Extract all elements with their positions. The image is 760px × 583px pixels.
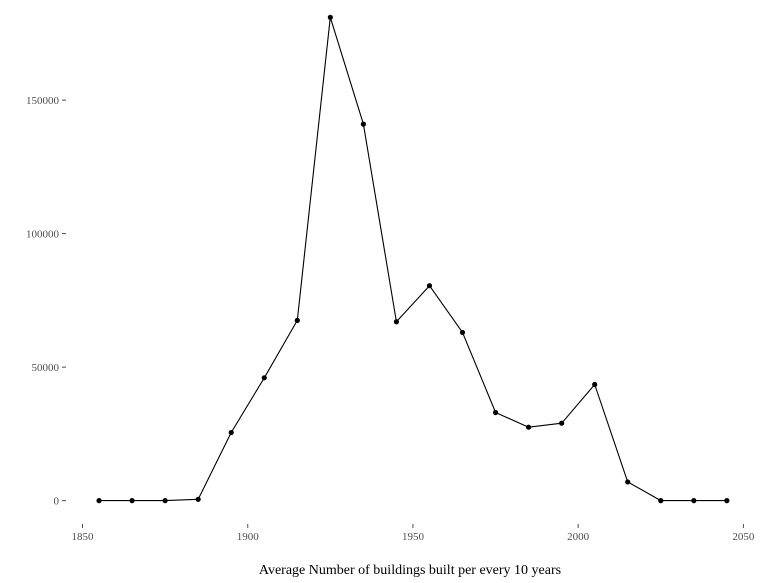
data-point [658, 498, 664, 504]
y-tick-label: 150000 [26, 95, 60, 107]
x-axis-title: Average Number of buildings built per ev… [259, 563, 561, 578]
x-tick-label: 1900 [237, 531, 260, 543]
data-point [724, 498, 730, 504]
data-point [459, 329, 466, 336]
y-tick-label: 100000 [26, 229, 60, 241]
data-point [96, 498, 102, 504]
x-axis: 1850 1900 1950 2000 2050 [72, 524, 755, 543]
data-point [492, 409, 499, 416]
series-layer [96, 14, 730, 504]
data-point [327, 14, 333, 20]
data-point [228, 429, 234, 436]
data-point [426, 283, 433, 289]
x-tick-label: 1850 [72, 531, 95, 543]
data-point [691, 498, 697, 504]
x-tick-label: 1950 [402, 531, 425, 543]
data-point [162, 498, 168, 504]
data-point [195, 496, 201, 502]
data-point [360, 121, 366, 127]
y-tick-label: 0 [54, 496, 60, 508]
data-point [129, 498, 135, 504]
data-point [294, 317, 300, 324]
data-point [625, 479, 631, 485]
x-tick-label: 2000 [567, 531, 590, 543]
data-point [261, 375, 267, 381]
data-point [526, 424, 532, 430]
series-line [99, 16, 727, 502]
data-point [592, 381, 598, 388]
data-point [393, 319, 400, 325]
x-tick-label: 2050 [732, 531, 755, 543]
y-tick-label: 50000 [32, 362, 60, 374]
data-point [559, 420, 565, 426]
y-axis: 0 50000 100000 150000 [26, 95, 66, 508]
